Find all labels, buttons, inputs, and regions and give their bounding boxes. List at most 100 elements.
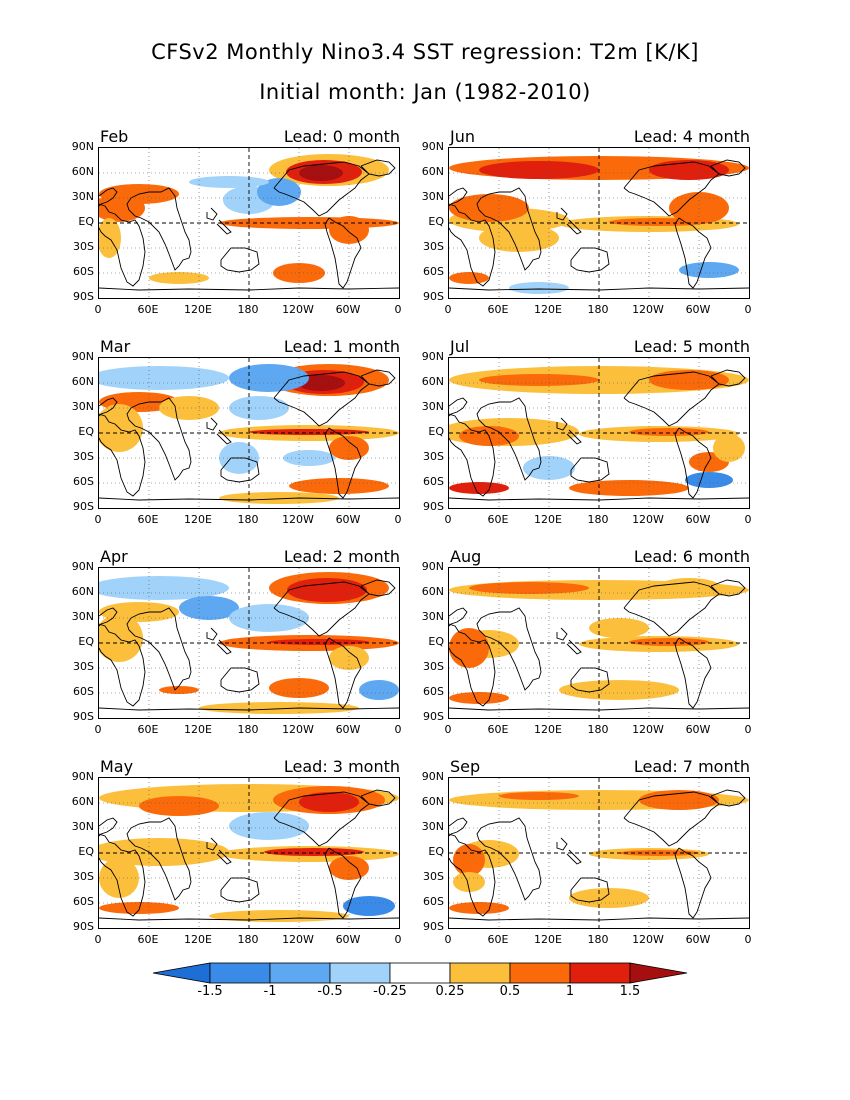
anomaly-region (249, 429, 369, 435)
map-panel-aug: Aug Lead: 6 month (448, 547, 750, 759)
latitude-tick-label: EQ (78, 425, 94, 438)
coastline (216, 849, 232, 865)
coastline (566, 849, 582, 865)
coastline (206, 417, 218, 431)
anomaly-region (359, 680, 399, 700)
latitude-tick-label: 30N (71, 400, 94, 413)
longitude-tick-label: 120W (282, 933, 314, 946)
colorbar-tick-label: 1.5 (619, 984, 641, 999)
coastline (126, 817, 192, 901)
coastline (216, 219, 232, 235)
longitude-tick-label: 60E (137, 933, 159, 946)
latitude-tick-label: 90S (73, 920, 94, 933)
anomaly-region (479, 374, 599, 386)
latitude-tick-label: 90S (423, 920, 444, 933)
anomaly-region (269, 639, 369, 645)
coastline (449, 607, 468, 627)
longitude-tick-label: 120E (534, 513, 562, 526)
anomaly-region (149, 272, 209, 284)
longitude-tick-label: 0 (744, 303, 752, 316)
anomaly-region (649, 160, 729, 180)
coastline (710, 369, 746, 387)
longitude-tick-label: 0 (94, 723, 102, 736)
anomaly-region (99, 902, 179, 914)
anomaly-region (283, 450, 335, 466)
latitude-tick-label: 60S (423, 475, 444, 488)
anomaly-region (449, 902, 509, 914)
coastline (360, 579, 396, 597)
map-panel-jul: Jul Lead: 5 month (448, 337, 750, 549)
longitude-tick-label: 0 (744, 513, 752, 526)
longitude-tick-label: 180 (237, 513, 259, 526)
anomaly-region (449, 628, 489, 668)
anomaly-region (229, 364, 309, 392)
coastline (710, 159, 746, 177)
latitude-tick-label: EQ (78, 635, 94, 648)
coastline (360, 159, 396, 177)
longitude-tick-label: 60W (685, 723, 711, 736)
coastline (476, 817, 542, 901)
latitude-tick-label: EQ (428, 215, 444, 228)
latitude-tick-label: 60N (71, 375, 94, 388)
coastline (126, 397, 192, 481)
latitude-tick-label: 90N (421, 560, 444, 573)
anomaly-region (209, 910, 349, 922)
latitude-tick-label: 90S (423, 500, 444, 513)
panel-lead-label: Lead: 4 month (633, 127, 750, 146)
coastline (324, 427, 362, 499)
coastline (216, 429, 232, 445)
coastline (126, 607, 192, 691)
panel-lead-label: Lead: 6 month (633, 547, 750, 566)
longitude-tick-label: 0 (744, 723, 752, 736)
longitude-tick-label: 60E (487, 303, 509, 316)
coastline (273, 161, 370, 217)
longitude-tick-label: 120W (632, 303, 664, 316)
coastline (623, 161, 720, 217)
colorbar-swatch (569, 962, 631, 984)
longitude-tick-label: 180 (587, 303, 609, 316)
longitude-tick-label: 60E (137, 303, 159, 316)
longitude-tick-label: 0 (394, 933, 402, 946)
colorbar-swatch (389, 962, 451, 984)
coastline (449, 203, 496, 287)
longitude-tick-label: 120W (282, 723, 314, 736)
colorbar-tick-label: -1.5 (197, 984, 223, 999)
longitude-tick-label: 0 (394, 303, 402, 316)
anomaly-region (189, 176, 269, 188)
anomaly-region (479, 161, 599, 179)
anomaly-region (589, 618, 649, 638)
coastline (623, 791, 720, 847)
latitude-tick-label: 60S (423, 685, 444, 698)
anomaly-map-svg (99, 778, 399, 928)
longitude-tick-label: 180 (587, 513, 609, 526)
anomaly-region (179, 596, 239, 620)
anomaly-region (469, 582, 589, 594)
coastline (710, 789, 746, 807)
anomaly-region (499, 792, 579, 800)
panel-month-label: Jun (450, 127, 475, 146)
coastline (476, 187, 542, 271)
latitude-tick-label: 90N (421, 140, 444, 153)
anomaly-map-svg (449, 568, 749, 718)
panel-month-label: Aug (450, 547, 482, 566)
anomaly-region (99, 576, 229, 600)
coastline (674, 217, 712, 289)
coastline (570, 457, 610, 483)
longitude-tick-label: 60W (685, 303, 711, 316)
anomaly-map-svg (449, 358, 749, 508)
coastline (220, 877, 260, 903)
colorbar-tick-label: -0.25 (373, 984, 407, 999)
anomaly-region (569, 480, 689, 496)
coastline (449, 187, 468, 207)
latitude-tick-label: 90N (71, 560, 94, 573)
latitude-tick-label: 30S (423, 660, 444, 673)
anomaly-region (523, 456, 575, 480)
coastline (273, 371, 370, 427)
coastline (99, 413, 146, 497)
latitude-tick-label: 60S (73, 475, 94, 488)
panel-month-label: Feb (100, 127, 129, 146)
coastline (674, 847, 712, 919)
colorbar-swatch (449, 962, 511, 984)
anomaly-region (329, 856, 369, 880)
anomaly-region (509, 282, 569, 294)
